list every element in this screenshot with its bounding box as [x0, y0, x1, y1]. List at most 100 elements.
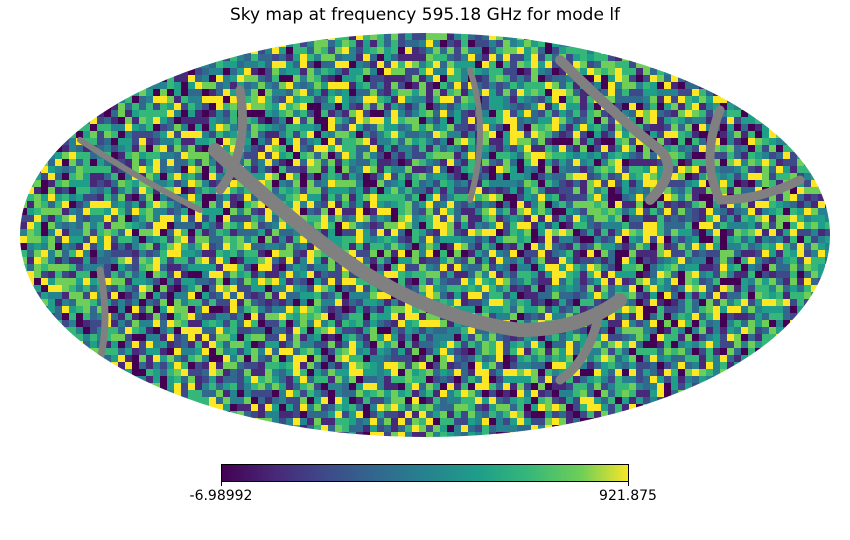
sky-pixel [377, 348, 385, 356]
sky-pixel [671, 131, 679, 139]
sky-pixel [545, 278, 553, 286]
sky-pixel [48, 320, 56, 328]
sky-pixel [783, 278, 791, 286]
sky-pixel [314, 257, 322, 265]
sky-pixel [678, 82, 686, 90]
sky-pixel [419, 194, 427, 202]
sky-pixel [377, 208, 385, 216]
sky-pixel [258, 355, 266, 363]
sky-pixel [503, 362, 511, 370]
sky-pixel [818, 222, 826, 230]
sky-pixel [622, 348, 630, 356]
sky-pixel [433, 278, 441, 286]
sky-pixel [76, 313, 84, 321]
sky-pixel [447, 138, 455, 146]
sky-pixel [566, 117, 574, 125]
sky-pixel [286, 40, 294, 48]
sky-pixel [713, 376, 721, 384]
sky-pixel [825, 236, 830, 244]
sky-pixel [398, 362, 406, 370]
sky-pixel [811, 292, 819, 300]
sky-pixel [132, 376, 140, 384]
sky-pixel [426, 187, 434, 195]
sky-pixel [447, 152, 455, 160]
sky-pixel [216, 82, 224, 90]
sky-pixel [510, 180, 518, 188]
sky-pixel [188, 264, 196, 272]
sky-pixel [244, 222, 252, 230]
sky-pixel [356, 355, 364, 363]
sky-pixel [286, 110, 294, 118]
sky-pixel [398, 376, 406, 384]
sky-pixel [776, 264, 784, 272]
sky-pixel [531, 376, 539, 384]
sky-pixel [531, 124, 539, 132]
sky-pixel [209, 159, 217, 167]
sky-pixel [762, 159, 770, 167]
sky-pixel [412, 82, 420, 90]
sky-pixel [496, 89, 504, 97]
sky-pixel [811, 236, 819, 244]
sky-pixel [475, 187, 483, 195]
sky-pixel [545, 103, 553, 111]
sky-pixel [524, 264, 532, 272]
sky-pixel [209, 313, 217, 321]
sky-pixel [167, 180, 175, 188]
sky-pixel [727, 208, 735, 216]
sky-pixel [419, 236, 427, 244]
sky-pixel [636, 96, 644, 104]
sky-pixel [496, 201, 504, 209]
sky-pixel [104, 222, 112, 230]
sky-pixel [391, 82, 399, 90]
sky-pixel [650, 131, 658, 139]
sky-pixel [692, 264, 700, 272]
sky-pixel [328, 320, 336, 328]
sky-pixel [510, 215, 518, 223]
sky-pixel [461, 96, 469, 104]
sky-pixel [769, 257, 777, 265]
sky-pixel [125, 313, 133, 321]
sky-pixel [419, 40, 427, 48]
sky-pixel [650, 306, 658, 314]
sky-pixel [629, 250, 637, 258]
sky-pixel [503, 292, 511, 300]
sky-pixel [370, 320, 378, 328]
sky-pixel [566, 208, 574, 216]
sky-pixel [706, 96, 714, 104]
sky-pixel [384, 166, 392, 174]
sky-pixel [552, 110, 560, 118]
sky-pixel [594, 173, 602, 181]
sky-pixel [685, 236, 693, 244]
sky-pixel [83, 348, 91, 356]
sky-pixel [692, 173, 700, 181]
sky-pixel [797, 313, 805, 321]
sky-pixel [293, 159, 301, 167]
sky-pixel [545, 145, 553, 153]
sky-pixel [20, 243, 28, 251]
sky-pixel [272, 264, 280, 272]
sky-pixel [300, 89, 308, 97]
sky-pixel [139, 229, 147, 237]
sky-pixel [531, 299, 539, 307]
sky-pixel [118, 145, 126, 153]
sky-pixel [748, 208, 756, 216]
sky-pixel [524, 355, 532, 363]
sky-pixel [587, 348, 595, 356]
sky-pixel [643, 327, 651, 335]
sky-pixel [552, 61, 560, 69]
sky-pixel [307, 271, 315, 279]
sky-pixel [363, 138, 371, 146]
sky-pixel [538, 271, 546, 279]
sky-pixel [272, 320, 280, 328]
sky-pixel [545, 362, 553, 370]
sky-pixel [643, 341, 651, 349]
sky-pixel [27, 250, 35, 258]
sky-pixel [265, 82, 273, 90]
sky-pixel [825, 250, 830, 258]
sky-pixel [713, 355, 721, 363]
sky-pixel [97, 299, 105, 307]
sky-pixel [531, 369, 539, 377]
sky-pixel [111, 355, 119, 363]
sky-pixel [447, 124, 455, 132]
sky-pixel [300, 110, 308, 118]
